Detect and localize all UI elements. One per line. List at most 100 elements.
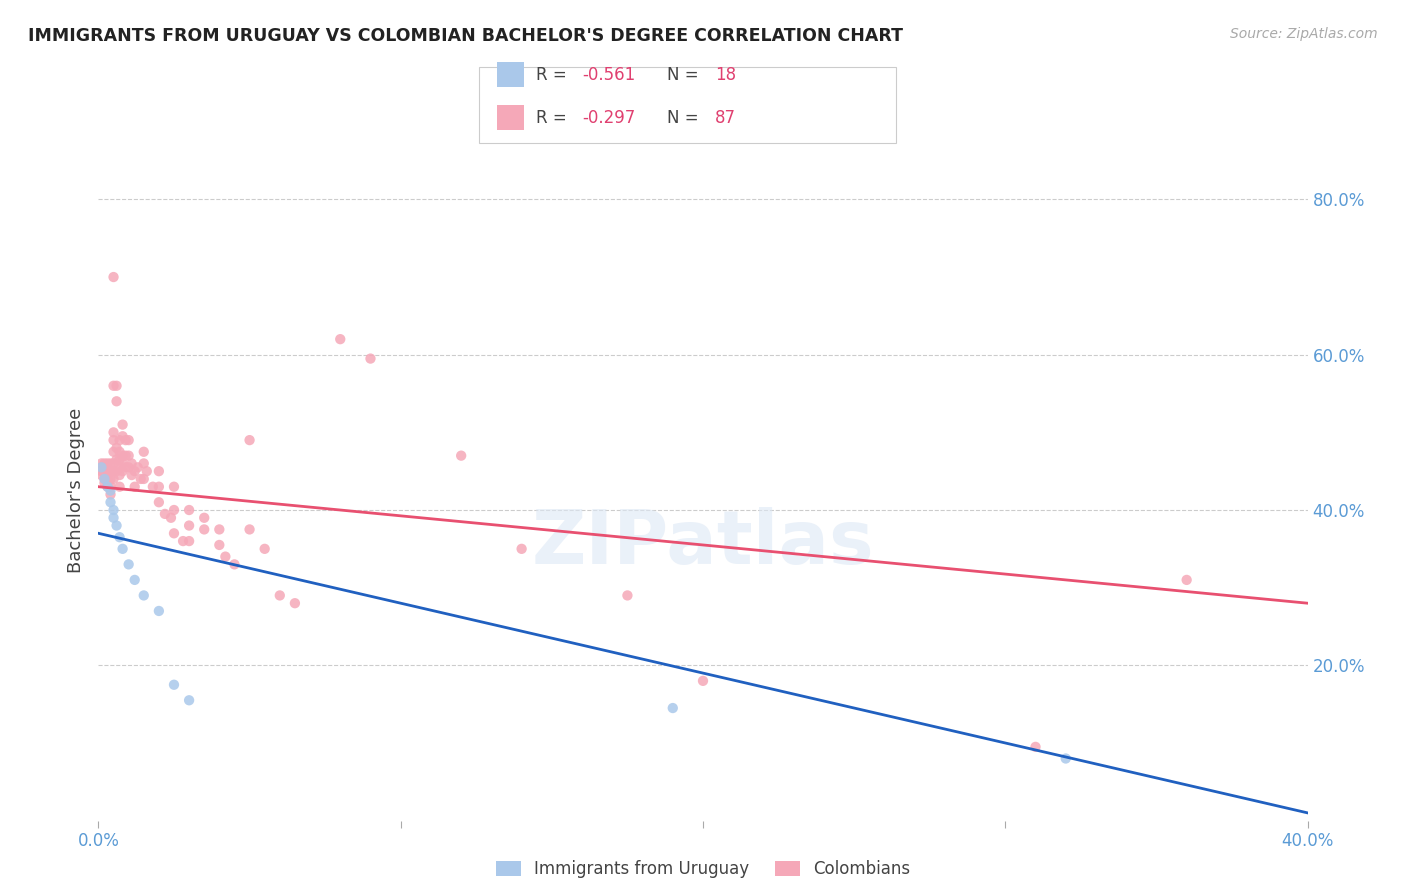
Point	[108, 468, 131, 483]
Point	[96, 475, 118, 490]
Point	[329, 332, 352, 346]
Point	[662, 701, 685, 715]
Point	[105, 394, 128, 409]
Point	[90, 457, 112, 471]
Point	[163, 503, 186, 517]
FancyBboxPatch shape	[479, 67, 897, 143]
Point	[1054, 751, 1077, 765]
Point	[108, 433, 131, 447]
Point	[103, 433, 125, 447]
Point	[96, 480, 118, 494]
Point	[108, 530, 131, 544]
Point	[284, 596, 307, 610]
Point	[692, 673, 714, 688]
Point	[118, 558, 141, 572]
Point	[103, 378, 125, 392]
Point	[179, 534, 201, 549]
Point	[510, 541, 533, 556]
Point	[111, 457, 134, 471]
Point	[208, 523, 231, 537]
Point	[1024, 739, 1046, 754]
Point	[214, 549, 236, 564]
Point	[93, 457, 115, 471]
Point	[93, 466, 115, 480]
Point	[100, 457, 122, 471]
Point	[111, 429, 134, 443]
Point	[90, 460, 112, 475]
Point	[118, 460, 141, 475]
Y-axis label: Bachelor's Degree: Bachelor's Degree	[66, 408, 84, 574]
Text: N =: N =	[666, 109, 703, 127]
Point	[179, 693, 201, 707]
Point	[208, 538, 231, 552]
Point	[105, 518, 128, 533]
Point	[135, 464, 157, 478]
Text: R =: R =	[536, 109, 572, 127]
Point	[269, 589, 291, 603]
Point	[103, 472, 125, 486]
Point	[121, 457, 143, 471]
Point	[179, 503, 201, 517]
Point	[114, 433, 136, 447]
Point	[124, 480, 146, 494]
Point	[108, 444, 131, 458]
Point	[1175, 573, 1198, 587]
Point	[118, 449, 141, 463]
Point	[96, 480, 118, 494]
Point	[124, 573, 146, 587]
Point	[111, 417, 134, 432]
Point	[148, 604, 170, 618]
Bar	[498, 62, 524, 87]
Point	[148, 495, 170, 509]
Point	[108, 460, 131, 475]
Point	[153, 507, 176, 521]
Point	[124, 464, 146, 478]
Point	[127, 460, 149, 475]
Point	[100, 480, 122, 494]
Point	[103, 464, 125, 478]
Point	[160, 510, 183, 524]
Point	[148, 480, 170, 494]
Point	[163, 678, 186, 692]
Point	[105, 464, 128, 478]
Point	[360, 351, 382, 366]
Point	[90, 464, 112, 478]
Text: -0.561: -0.561	[582, 66, 636, 84]
Point	[121, 468, 143, 483]
Point	[239, 523, 262, 537]
Point	[111, 464, 134, 478]
Point	[93, 460, 115, 475]
Point	[114, 449, 136, 463]
Point	[96, 472, 118, 486]
Point	[103, 503, 125, 517]
Point	[105, 378, 128, 392]
Text: Source: ZipAtlas.com: Source: ZipAtlas.com	[1230, 27, 1378, 41]
Point	[90, 468, 112, 483]
Text: N =: N =	[666, 66, 703, 84]
Point	[132, 444, 155, 458]
Legend: Immigrants from Uruguay, Colombians: Immigrants from Uruguay, Colombians	[486, 850, 920, 888]
Point	[103, 425, 125, 440]
Text: ZIPatlas: ZIPatlas	[531, 507, 875, 580]
Point	[100, 495, 122, 509]
Point	[253, 541, 276, 556]
Point	[193, 510, 215, 524]
Point	[142, 480, 165, 494]
Point	[450, 449, 472, 463]
Point	[163, 526, 186, 541]
Point	[224, 558, 246, 572]
Bar	[498, 105, 524, 130]
Point	[103, 510, 125, 524]
Point	[179, 518, 201, 533]
Point	[148, 464, 170, 478]
Text: 18: 18	[716, 66, 737, 84]
Point	[96, 464, 118, 478]
Point	[93, 475, 115, 490]
Point	[96, 457, 118, 471]
Point	[616, 589, 638, 603]
Text: -0.297: -0.297	[582, 109, 636, 127]
Point	[105, 452, 128, 467]
Point	[172, 534, 194, 549]
Text: IMMIGRANTS FROM URUGUAY VS COLOMBIAN BACHELOR'S DEGREE CORRELATION CHART: IMMIGRANTS FROM URUGUAY VS COLOMBIAN BAC…	[28, 27, 903, 45]
Point	[105, 441, 128, 455]
